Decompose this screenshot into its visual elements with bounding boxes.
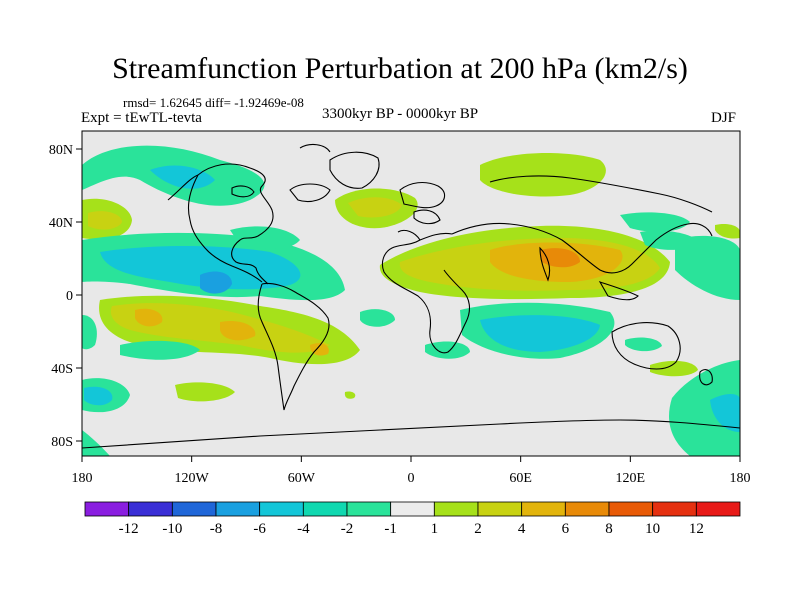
longitude-axis: 180 120W 60W 0 60E 120E 180 (72, 456, 751, 486)
colorbar-swatch (302, 501, 348, 517)
coast-south-america (257, 282, 330, 411)
lon-label: 60E (509, 471, 532, 486)
season-label: DJF (711, 110, 737, 126)
colorbar-label: -1 (384, 521, 397, 537)
colorbar-label: 12 (689, 521, 704, 537)
contour-fields (82, 145, 740, 456)
colorbar-swatch (695, 501, 741, 517)
colorbar: -12 -10 -8 -6 -4 -2 -1 1 2 4 6 8 10 12 (84, 501, 741, 537)
coast-north-america (167, 163, 274, 285)
colorbar-swatch (390, 501, 435, 517)
colorbar-swatch (608, 501, 654, 517)
coast-eurasia (451, 175, 713, 274)
experiment-label: Expt = tEwTL-tevta (81, 110, 202, 126)
colorbar-swatch (171, 501, 217, 517)
colorbar-swatch (521, 501, 566, 517)
colorbar-swatch (259, 501, 304, 517)
lon-label: 0 (408, 471, 415, 486)
lon-label: 120E (616, 471, 646, 486)
lon-label: 120W (175, 471, 210, 486)
colorbar-swatch (346, 501, 392, 517)
colorbar-swatch (128, 501, 173, 517)
colorbar-label: -10 (162, 521, 182, 537)
lat-label: 40N (49, 216, 73, 231)
colorbar-label: 10 (645, 521, 660, 537)
lon-label: 180 (72, 471, 93, 486)
lon-label: 60W (288, 471, 316, 486)
lat-label: 80N (49, 143, 73, 158)
colorbar-label: -6 (253, 521, 266, 537)
region-arctic-positive (480, 153, 606, 197)
lat-label: 40S (51, 362, 73, 377)
coast-antarctica (82, 419, 740, 449)
colorbar-label: -12 (119, 521, 139, 537)
lat-label: 80S (51, 435, 73, 450)
colorbar-swatch (84, 501, 130, 517)
colorbar-label: -8 (210, 521, 223, 537)
colorbar-label: 8 (605, 521, 613, 537)
coast-africa (381, 229, 471, 354)
region-se-pacific (669, 360, 740, 456)
chart-title: Streamfunction Perturbation at 200 hPa (… (112, 52, 688, 85)
latitude-axis: 80N 40N 0 40S 80S (49, 143, 82, 450)
colorbar-label: 6 (562, 521, 570, 537)
coast-greenland (329, 151, 380, 189)
rmsd-stats: rmsd= 1.62645 diff= -1.92469e-08 (123, 95, 304, 110)
lon-label: 180 (730, 471, 751, 486)
colorbar-label: 4 (518, 521, 526, 537)
colorbar-swatch (564, 501, 610, 517)
colorbar-label: -4 (297, 521, 310, 537)
colorbar-label: 1 (431, 521, 439, 537)
lat-label: 0 (66, 289, 73, 304)
colorbar-swatch (215, 501, 261, 517)
colorbar-label: 2 (474, 521, 482, 537)
period-label: 3300kyr BP - 0000kyr BP (322, 106, 479, 122)
colorbar-swatch (477, 501, 523, 517)
colorbar-label: -2 (341, 521, 354, 537)
coastlines (82, 143, 740, 449)
colorbar-swatch (433, 501, 479, 517)
colorbar-swatch (652, 501, 697, 517)
coast-australia (611, 322, 681, 370)
